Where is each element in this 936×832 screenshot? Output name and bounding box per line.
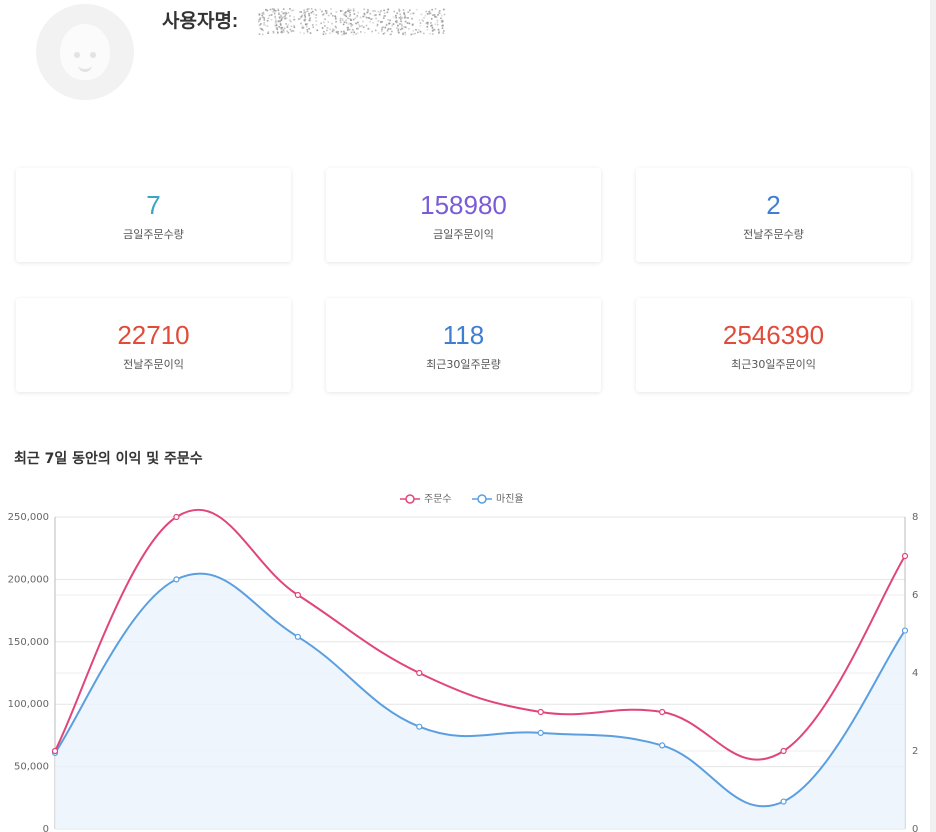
y-left-tick-label: 150,000 [8, 637, 49, 648]
data-point[interactable] [294, 591, 301, 599]
avatar [36, 4, 134, 100]
series-area [55, 573, 905, 829]
stat-card: 118 최근30일주문량 [326, 298, 601, 392]
username-label: 사용자명: [162, 11, 239, 32]
stat-card: 2 전날주문수량 [636, 168, 911, 262]
legend-marker-icon [405, 494, 415, 504]
stat-card: 158980 금일주문이익 [326, 168, 601, 262]
data-point[interactable] [173, 576, 180, 583]
avatar-face-icon [60, 24, 110, 80]
stat-value: 118 [442, 320, 485, 350]
stat-label: 최근30일주문량 [426, 358, 501, 371]
stat-label: 금일주문이익 [433, 228, 494, 241]
stat-value: 2546390 [722, 320, 825, 350]
stat-card: 22710 전날주문이익 [16, 298, 291, 392]
data-point[interactable] [901, 627, 909, 634]
y-right-tick-label: 2 [912, 746, 918, 757]
y-left-tick-label: 50,000 [14, 762, 49, 773]
page-scrollbar[interactable] [930, 0, 936, 832]
stat-value: 2 [766, 190, 781, 220]
stat-label: 최근30일주문이익 [731, 358, 816, 371]
y-left-tick-label: 250,000 [8, 512, 49, 523]
stat-label: 금일주문수량 [123, 228, 184, 241]
data-point[interactable] [901, 552, 909, 560]
data-point[interactable] [294, 633, 301, 640]
stat-value: 7 [146, 190, 161, 220]
y-right-tick-label: 4 [912, 668, 918, 679]
profit-orders-chart: 주문수 마진율 0 50,000 100,000 150,000 200,000 250,0… [8, 493, 919, 832]
stat-label: 전날주문이익 [123, 358, 184, 371]
data-point[interactable] [659, 742, 666, 749]
legend-label[interactable]: 주문수 [424, 493, 452, 505]
data-point[interactable] [780, 798, 787, 805]
data-point[interactable] [659, 708, 666, 716]
y-left-tick-label: 100,000 [8, 699, 49, 710]
legend-label[interactable]: 마진율 [496, 493, 524, 505]
y-left-tick-label: 200,000 [8, 574, 49, 585]
data-point[interactable] [51, 747, 59, 755]
avatar-eye-icon [74, 52, 80, 58]
data-point[interactable] [780, 747, 787, 755]
stat-label: 전날주문수량 [743, 228, 804, 241]
data-point[interactable] [416, 669, 423, 677]
data-point[interactable] [416, 723, 423, 730]
chart-title: 최근 7일 동안의 이익 및 주문수 [14, 451, 203, 467]
data-point[interactable] [173, 513, 180, 521]
stat-card: 2546390 최근30일주문이익 [636, 298, 911, 392]
stat-card: 7 금일주문수량 [16, 168, 291, 262]
data-point[interactable] [537, 708, 544, 716]
legend-marker-icon [477, 494, 487, 504]
y-right-tick-label: 8 [912, 512, 918, 523]
y-left-tick-label: 0 [43, 824, 49, 832]
data-point[interactable] [537, 729, 544, 737]
avatar-eye-icon [90, 52, 96, 58]
y-right-tick-label: 0 [912, 824, 918, 832]
username-value-redacted [258, 8, 446, 36]
avatar-mouth-icon [78, 62, 92, 72]
stat-value: 158980 [420, 190, 507, 220]
stat-value: 22710 [117, 320, 190, 350]
y-right-tick-label: 6 [912, 590, 918, 601]
